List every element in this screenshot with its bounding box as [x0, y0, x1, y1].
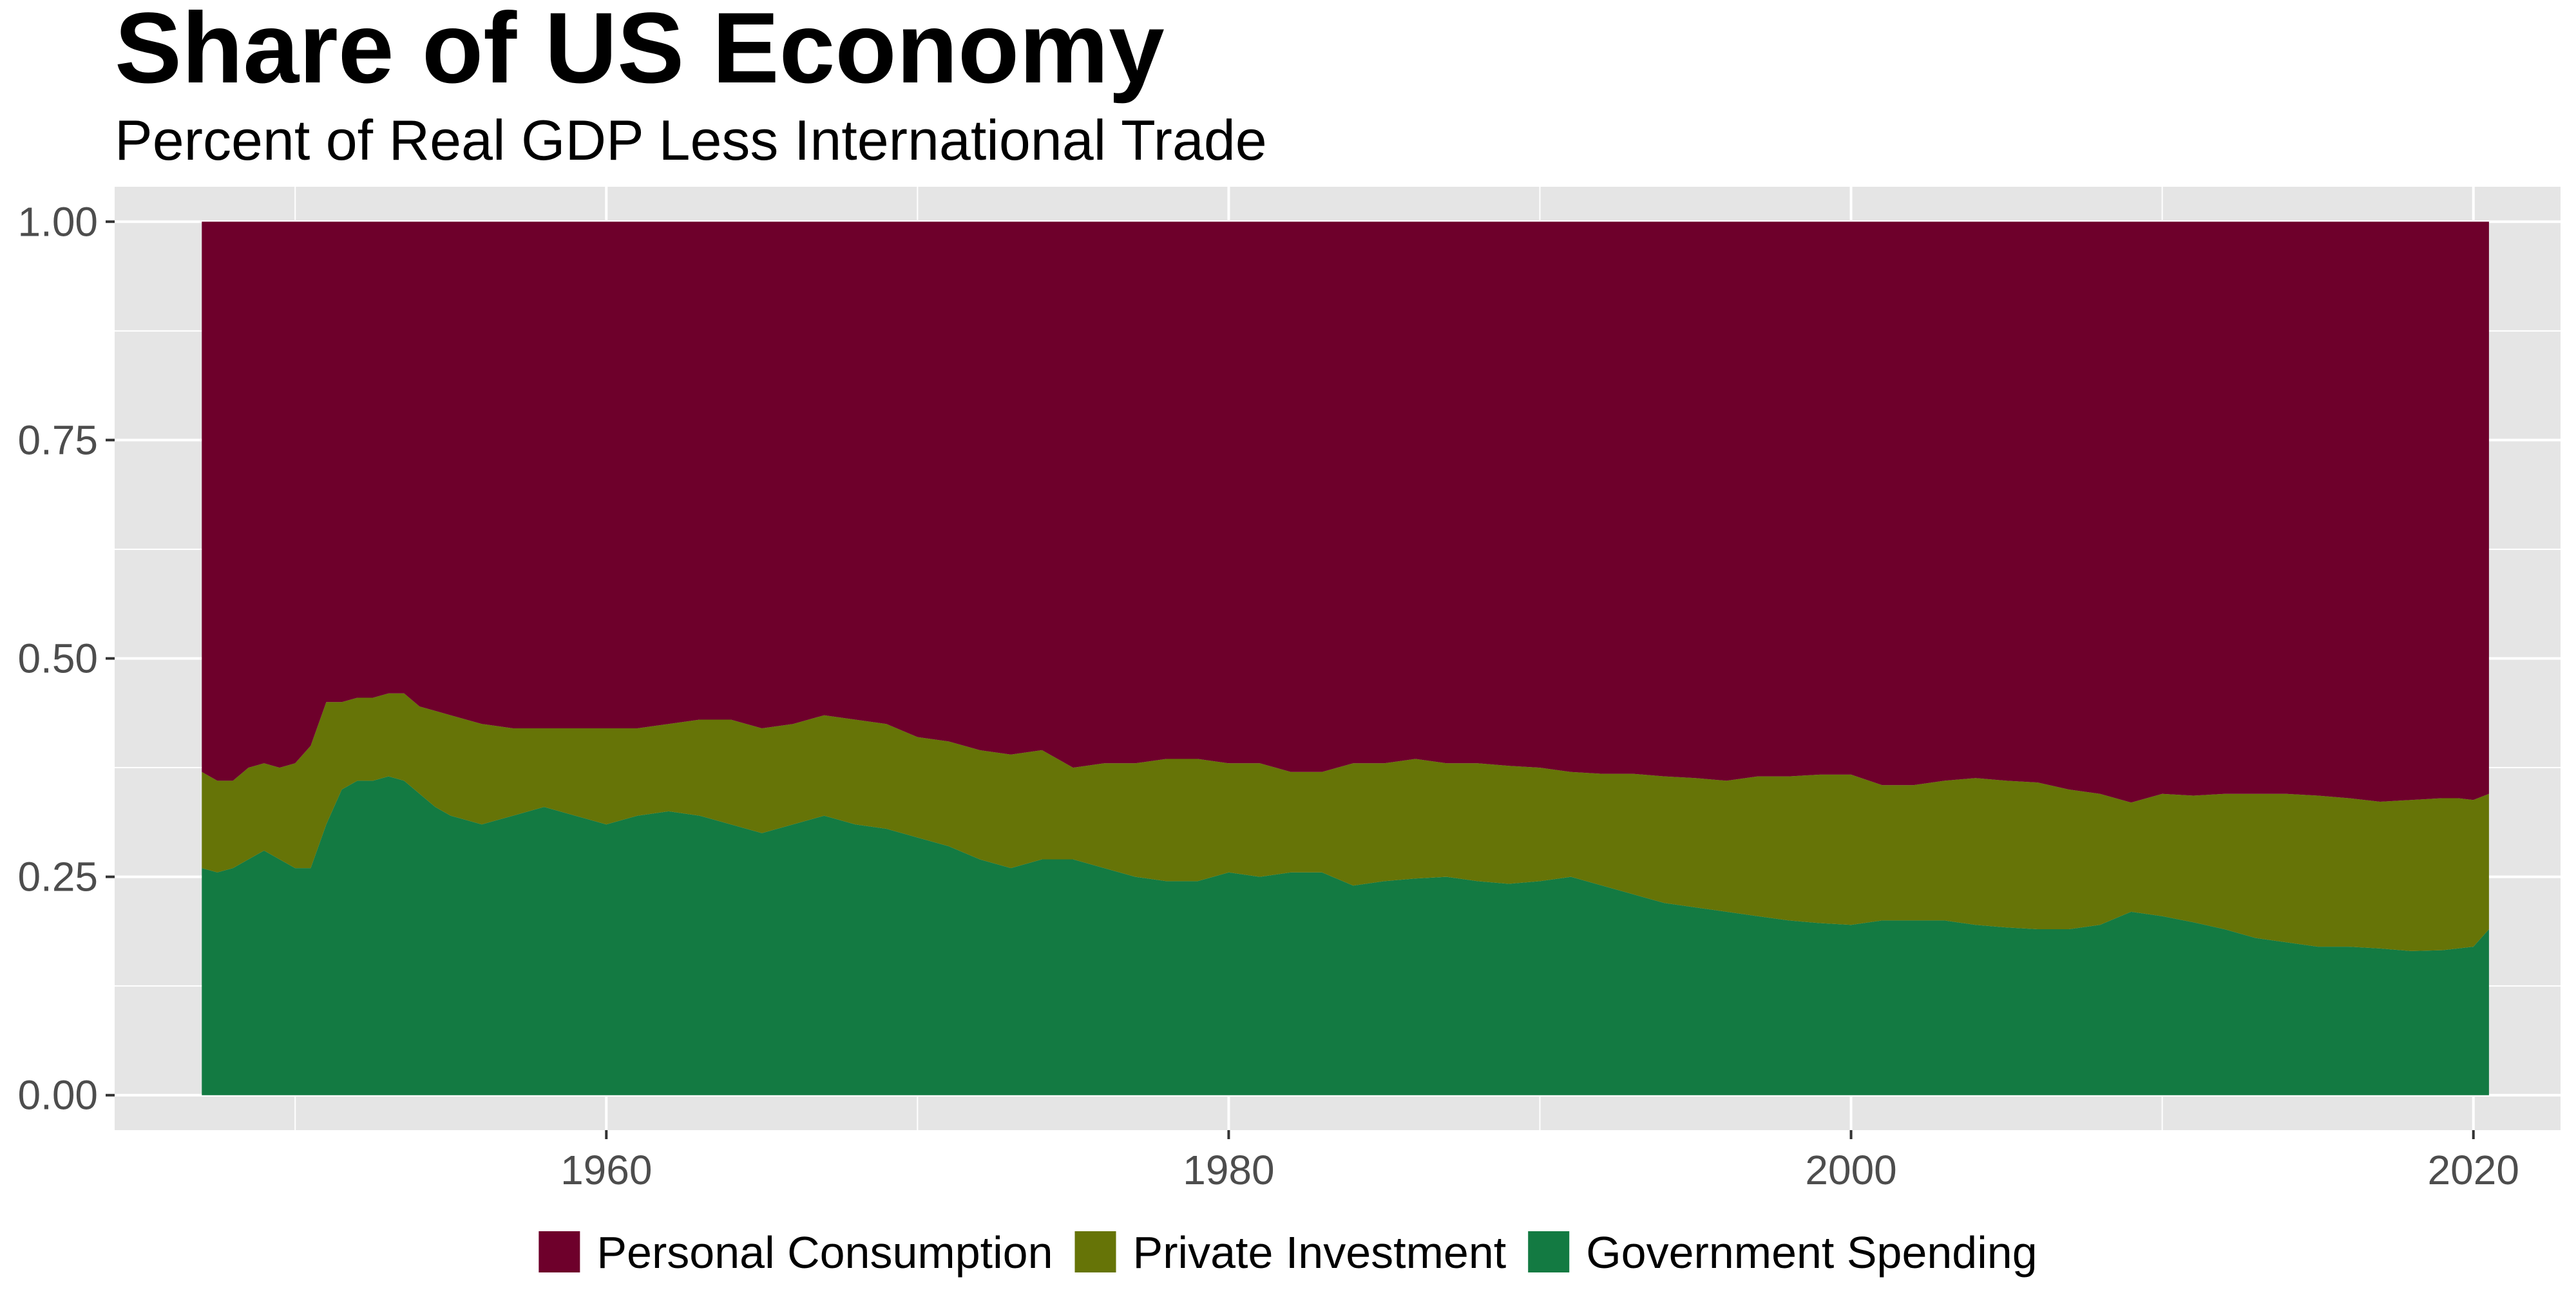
y-axis: 0.00 0.25 0.50 0.75 1.00	[17, 198, 115, 1119]
legend-label: Government Spending	[1586, 1227, 2037, 1278]
legend-key	[539, 1231, 580, 1272]
y-tick-label: 0.50	[17, 636, 98, 682]
legend-key	[1074, 1231, 1116, 1272]
legend-label: Personal Consumption	[596, 1227, 1053, 1278]
y-tick-label: 1.00	[17, 198, 98, 245]
legend-item: Government Spending	[1528, 1227, 2037, 1278]
area-private-investment	[202, 693, 2489, 951]
y-tick-label: 0.75	[17, 417, 98, 463]
x-tick-label: 1960	[560, 1147, 652, 1193]
area-series	[202, 222, 2489, 1095]
y-tick-label: 0.25	[17, 854, 98, 900]
area-personal-consumption	[202, 222, 2489, 803]
x-tick-label: 1980	[1183, 1147, 1274, 1193]
x-tick-label: 2020	[2428, 1147, 2519, 1193]
chart-title: Share of US Economy	[115, 0, 1165, 104]
legend-key	[1528, 1231, 1570, 1272]
legend-label: Private Investment	[1133, 1227, 1507, 1278]
chart-subtitle: Percent of Real GDP Less International T…	[115, 108, 1267, 172]
legend: Personal Consumption Private Investment Go…	[539, 1227, 2037, 1278]
area-government-spending	[202, 776, 2489, 1095]
legend-item: Personal Consumption	[539, 1227, 1053, 1278]
x-tick-label: 2000	[1805, 1147, 1896, 1193]
legend-item: Private Investment	[1074, 1227, 1507, 1278]
y-tick-label: 0.00	[17, 1072, 98, 1119]
x-axis: 1960 1980 2000 2020	[560, 1130, 2519, 1193]
